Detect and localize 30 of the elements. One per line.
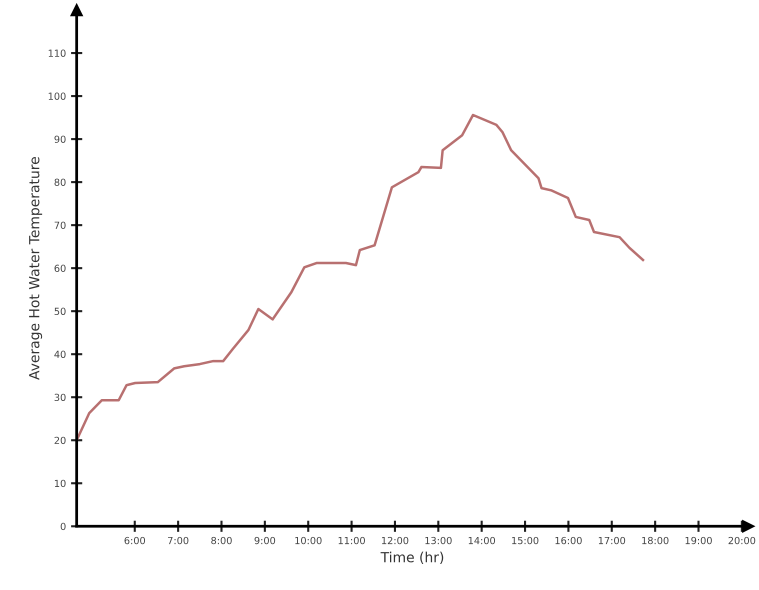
- y-tick-label: 40: [54, 350, 66, 358]
- x-tick-label: 20:00: [728, 536, 756, 544]
- x-tick-label: 15:00: [512, 536, 538, 544]
- x-tick-label: 11:00: [338, 536, 365, 544]
- x-tick-label: 7:00: [168, 536, 188, 544]
- y-tick-label: 0: [60, 522, 66, 530]
- x-tick-label: 10:00: [295, 536, 322, 544]
- x-tick-label: 6:00: [124, 536, 146, 544]
- y-axis-title: Average Hot Water Temperature: [29, 157, 42, 380]
- line-series: [76, 114, 644, 442]
- x-tick-label: 16:00: [555, 536, 582, 544]
- x-tick-label: 19:00: [686, 536, 712, 544]
- y-tick-label: 90: [54, 136, 66, 143]
- y-tick-label: 30: [54, 394, 66, 402]
- x-tick-label: 14:00: [468, 536, 496, 544]
- x-tick-label: 8:00: [211, 536, 232, 544]
- y-tick-label: 10: [54, 480, 66, 488]
- x-tick-label: 17:00: [598, 536, 626, 544]
- y-tick-label: 80: [54, 178, 66, 186]
- y-tick-label: 100: [48, 92, 66, 100]
- y-tick-label: 20: [54, 436, 66, 444]
- x-tick-label: 12:00: [382, 536, 408, 544]
- y-tick-label: 50: [54, 308, 66, 316]
- y-tick-label: 110: [48, 50, 66, 57]
- x-tick-label: 13:00: [425, 536, 452, 544]
- y-tick-label: 60: [54, 264, 66, 272]
- y-tick-label: 70: [54, 222, 66, 229]
- x-tick-label: 18:00: [642, 536, 669, 544]
- x-tick-label: 9:00: [254, 536, 276, 544]
- x-axis-title: Time (hr): [380, 552, 444, 564]
